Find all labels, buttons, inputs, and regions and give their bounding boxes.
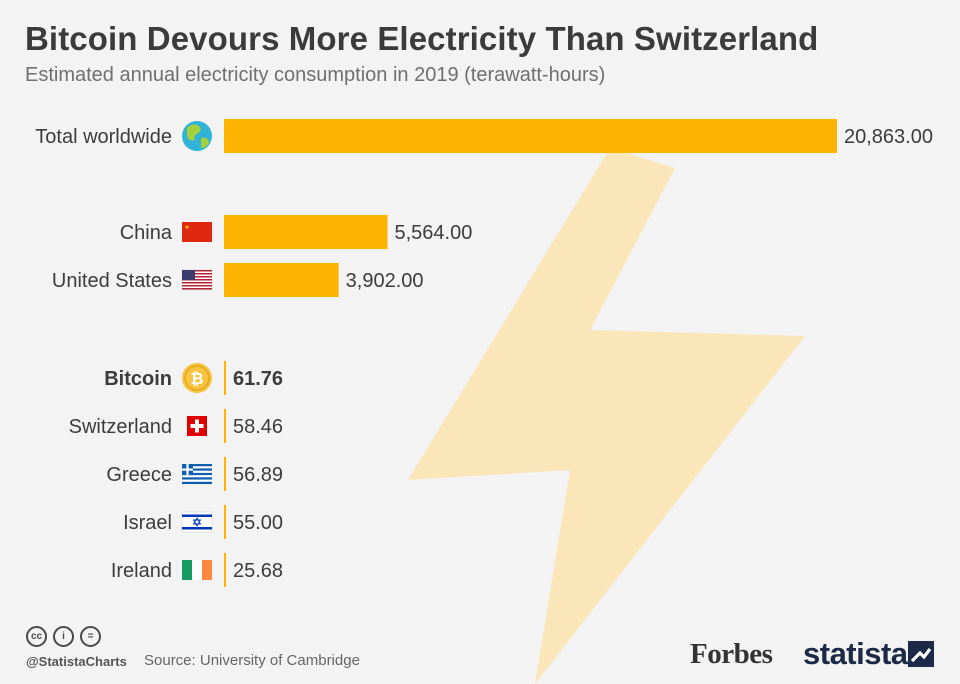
- flag-israel-icon: [181, 511, 213, 533]
- flag-usa-icon: [181, 269, 213, 291]
- lightning-bolt-shape: [408, 148, 805, 684]
- value-label-israel: 55.00: [233, 512, 283, 534]
- attribution-icon: i: [53, 626, 74, 647]
- chart-title: Bitcoin Devours More Electricity Than Sw…: [25, 20, 819, 57]
- bar-israel: [224, 505, 226, 539]
- cc-icon: cc: [26, 626, 47, 647]
- category-label-united-states: United States: [52, 270, 172, 292]
- statista-handle: @StatistaCharts: [26, 654, 127, 669]
- flag-switzerland-icon: [187, 416, 207, 436]
- value-label-bitcoin: 61.76: [233, 368, 283, 390]
- flag-greece-icon: [182, 464, 212, 484]
- bar-china: [224, 215, 388, 249]
- category-label-switzerland: Switzerland: [69, 416, 172, 438]
- bar-switzerland: [224, 409, 226, 443]
- bar-ireland: [224, 553, 226, 587]
- value-label-united-states: 3,902.00: [346, 270, 424, 292]
- license-icons: cc i =: [26, 626, 101, 647]
- bar-greece: [224, 457, 226, 491]
- bar-total-worldwide: [224, 119, 837, 153]
- source-note: Source: University of Cambridge: [144, 652, 360, 669]
- value-label-china: 5,564.00: [394, 222, 472, 244]
- value-label-total-worldwide: 20,863.00: [844, 126, 933, 148]
- category-label-greece: Greece: [106, 464, 172, 486]
- no-derivatives-icon: =: [80, 626, 101, 647]
- bar-bitcoin: [224, 361, 226, 395]
- flag-ireland-icon: [182, 560, 212, 580]
- value-label-ireland: 25.68: [233, 560, 283, 582]
- category-label-china: China: [120, 222, 173, 244]
- value-label-switzerland: 58.46: [233, 416, 283, 438]
- category-label-total-worldwide: Total worldwide: [35, 126, 172, 148]
- chart-subtitle: Estimated annual electricity consumption…: [25, 64, 606, 86]
- category-label-bitcoin: Bitcoin: [104, 368, 172, 390]
- svg-text:₿: ₿: [190, 369, 203, 388]
- value-label-greece: 56.89: [233, 464, 283, 486]
- category-label-ireland: Ireland: [111, 560, 172, 582]
- forbes-logo[interactable]: Forbes: [690, 638, 773, 670]
- flag-china-icon: [182, 222, 212, 242]
- category-label-israel: Israel: [123, 512, 172, 534]
- bitcoin-icon: ₿: [182, 363, 212, 393]
- statista-mark-icon: [908, 641, 934, 667]
- globe-icon: [182, 121, 212, 151]
- bar-united-states: [224, 263, 339, 297]
- statista-logo[interactable]: statista: [803, 636, 908, 671]
